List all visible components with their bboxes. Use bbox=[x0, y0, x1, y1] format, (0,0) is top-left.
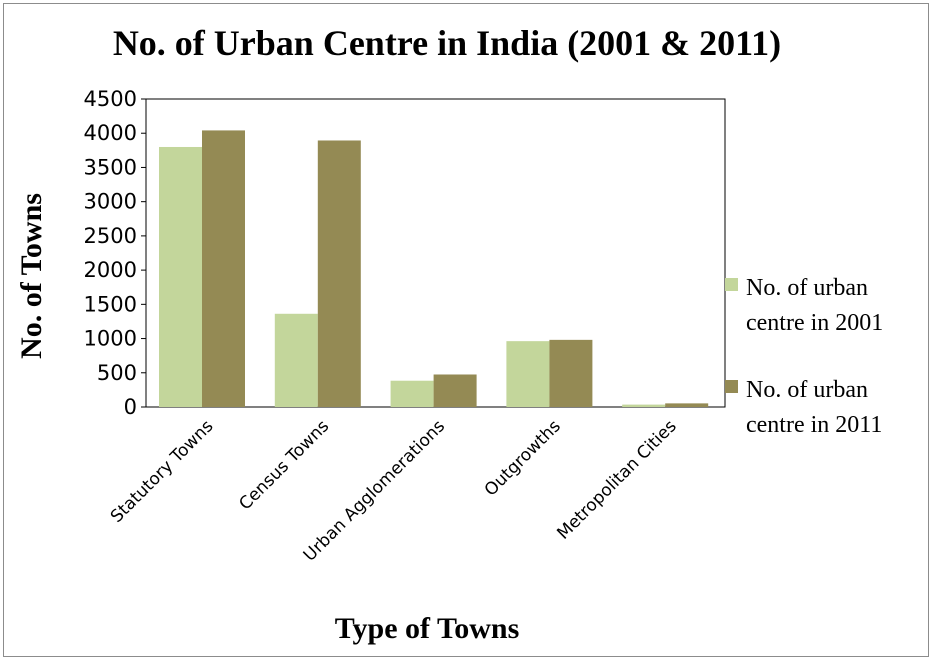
bar-2001 bbox=[390, 380, 434, 407]
bar-2011 bbox=[433, 374, 477, 407]
bar-2011 bbox=[202, 130, 245, 407]
y-tick-label: 1500 bbox=[84, 292, 137, 316]
chart-title: No. of Urban Centre in India (2001 & 201… bbox=[113, 23, 781, 63]
bar-2001 bbox=[159, 146, 202, 407]
bar-2001 bbox=[622, 404, 666, 407]
legend-swatch-2001 bbox=[725, 278, 738, 291]
bars bbox=[159, 130, 709, 407]
x-axis-title: Type of Towns bbox=[335, 612, 520, 645]
y-tick-label: 3500 bbox=[84, 155, 137, 179]
x-tick-label: Census Towns bbox=[235, 416, 333, 514]
legend-label: No. of urban bbox=[746, 275, 868, 301]
legend-label: No. of urban bbox=[746, 377, 868, 403]
legend: No. of urban centre in 2001 No. of urban ce… bbox=[725, 275, 883, 438]
y-tick-label: 0 bbox=[124, 395, 137, 419]
y-axis-ticks: 0 500 1000 1500 2000 2500 3000 3500 4000 4500 bbox=[84, 87, 146, 419]
bar-2001 bbox=[506, 341, 550, 407]
x-tick-label: Statutory Towns bbox=[107, 416, 218, 527]
y-tick-label: 500 bbox=[97, 361, 137, 385]
bar-2011 bbox=[317, 140, 361, 407]
chart-frame bbox=[3, 3, 929, 657]
bar-2001 bbox=[274, 313, 318, 407]
y-tick-label: 4500 bbox=[84, 87, 137, 111]
bar-2011 bbox=[549, 339, 593, 407]
y-tick-label: 4000 bbox=[84, 121, 137, 145]
legend-swatch-2011 bbox=[725, 380, 738, 393]
legend-label: centre in 2001 bbox=[746, 310, 883, 336]
legend-label: centre in 2011 bbox=[746, 412, 882, 438]
x-tick-label: Outgrowths bbox=[481, 416, 565, 500]
x-tick-label: Metropolitan Cities bbox=[553, 416, 680, 543]
y-tick-label: 3000 bbox=[84, 190, 137, 214]
y-tick-label: 1000 bbox=[84, 327, 137, 351]
bar-2011 bbox=[665, 403, 709, 407]
y-tick-label: 2500 bbox=[84, 224, 137, 248]
y-tick-label: 2000 bbox=[84, 258, 137, 282]
y-axis-title: No. of Towns bbox=[15, 193, 48, 359]
